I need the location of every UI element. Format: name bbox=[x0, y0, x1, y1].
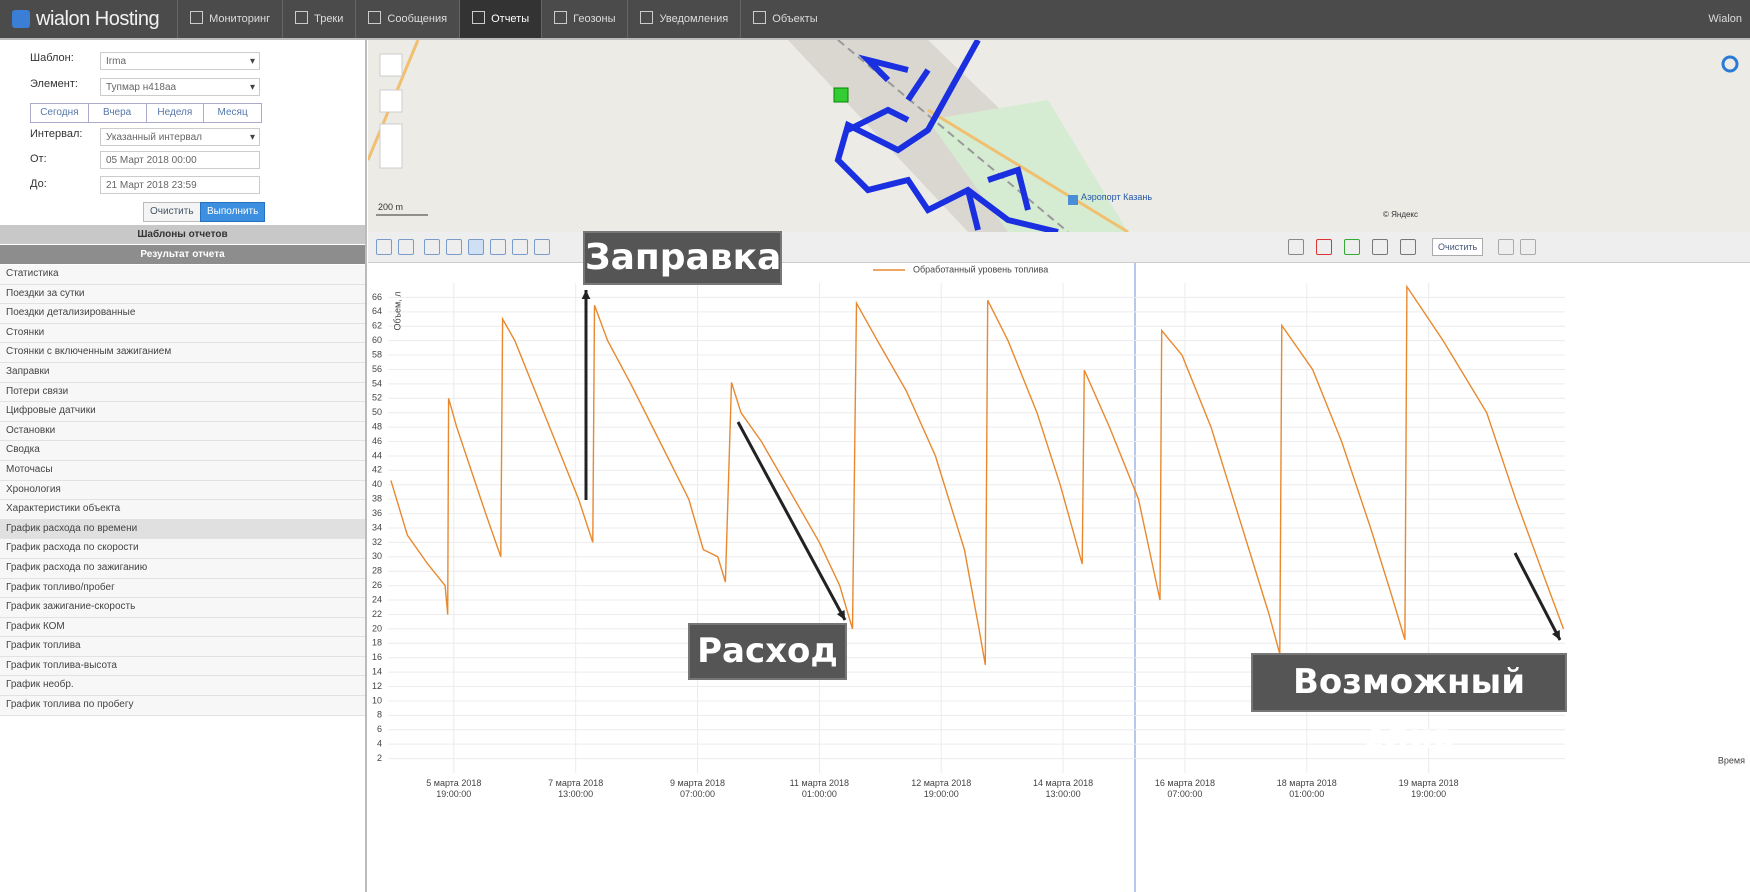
chart-overlay: 5 марта 2018 19:00:00 7 марта 2018 13:00:… bbox=[0, 0, 1750, 892]
annotation: Возможный слив bbox=[1253, 655, 1565, 710]
screen: wialon Hosting МониторингТрекиСообщенияО… bbox=[0, 0, 1750, 892]
x-tick-label: 18 марта 2018 01:00:00 bbox=[1269, 778, 1345, 800]
annotation: Заправка bbox=[585, 233, 780, 283]
x-tick-label: 5 марта 2018 19:00:00 bbox=[416, 778, 492, 800]
x-tick-label: 7 марта 2018 13:00:00 bbox=[538, 778, 614, 800]
x-tick-label: 12 марта 2018 19:00:00 bbox=[903, 778, 979, 800]
page: Wialon report { "nav": {"logo": "wialon … bbox=[0, 0, 1750, 892]
x-tick-label: 11 марта 2018 01:00:00 bbox=[781, 778, 857, 800]
x-tick-label: 9 марта 2018 07:00:00 bbox=[660, 778, 736, 800]
x-tick-label: 19 марта 2018 19:00:00 bbox=[1391, 778, 1467, 800]
x-tick-label: 14 марта 2018 13:00:00 bbox=[1025, 778, 1101, 800]
x-tick-label: 16 марта 2018 07:00:00 bbox=[1147, 778, 1223, 800]
annotation: Расход bbox=[690, 625, 845, 678]
body: wialon Hosting МониторингТрекиСообщенияО… bbox=[0, 0, 1750, 892]
